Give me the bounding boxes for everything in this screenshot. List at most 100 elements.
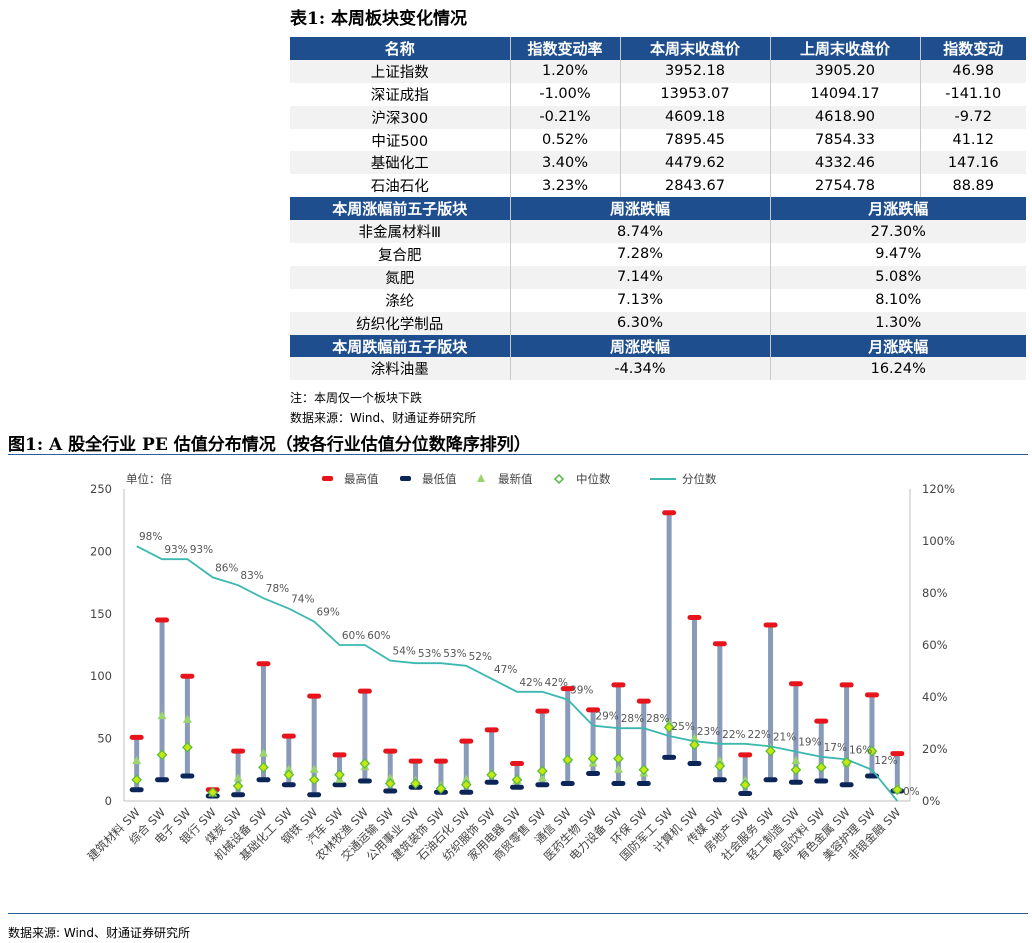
y-right-tick-label: 100% [922,534,955,548]
median-marker [258,761,269,773]
median-marker [790,764,802,776]
percentile-data-label: 52% [469,651,492,663]
max-marker [281,733,296,739]
min-marker [307,792,322,798]
percentile-data-label: 53% [418,648,441,660]
legend-label: 最低值 [422,472,457,486]
median-marker [207,786,219,798]
range-bar [565,688,571,784]
percentile-data-label: 12% [874,755,897,767]
percentile-data-label: 42% [519,677,542,689]
percentile-data-label: 39% [570,685,593,697]
range-bar [590,709,596,774]
table-cell: 14094.17 [770,82,921,106]
median-marker [308,774,320,786]
median-marker [460,779,472,791]
max-marker [712,641,727,647]
table-cell: 周涨跌幅 [510,334,771,358]
legend-latest-marker [477,474,485,482]
max-marker [307,693,322,699]
y-left-tick-label: 250 [90,482,112,496]
max-marker [129,734,144,740]
max-marker [788,681,803,687]
legend-max-marker [322,476,333,481]
latest-marker [132,756,142,765]
max-marker [763,622,778,628]
table-header-row: 名称 指数变动率 本周末收盘价 上周末收盘价 指数变动 [290,37,1026,60]
table-row: 涂料油墨 -4.34% 16.24% [290,357,1026,381]
median-marker [131,774,143,786]
latest-marker [258,748,268,757]
min-marker [231,792,246,798]
max-marker [180,673,195,679]
table-cell: 名称 [290,37,511,60]
median-marker [435,783,447,794]
percentile-data-label: 83% [240,570,263,582]
percentile-data-label: 17% [824,742,847,754]
table-cell: 2754.78 [770,174,921,198]
y-left-tick-label: 200 [90,544,112,558]
y-right-tick-label: 20% [922,742,948,756]
percentile-data-label: 22% [722,729,745,741]
median-marker [562,754,574,766]
table-cell: -0.21% [510,105,621,129]
max-marker [459,738,474,744]
min-marker [484,779,499,785]
percentile-data-label: 23% [697,726,720,738]
table-row: 上证指数 1.20% 3952.18 3905.20 46.98 [290,59,1026,83]
table-row: 基础化工 3.40% 4479.62 4332.46 147.16 [290,151,1026,175]
min-marker [738,791,753,797]
percentile-data-label: 98% [139,531,162,543]
percentile-data-label: 47% [494,664,517,676]
figure-source: 数据来源: Wind、财通证券研究所 [8,926,191,940]
max-marker [155,617,170,623]
unit-label: 单位：倍 [126,472,172,486]
range-bar [717,643,723,780]
min-marker [535,782,550,788]
legend-label: 最高值 [344,472,379,486]
table-cell: 9.47% [770,243,1026,266]
table-cell: 本周跌幅前五子版块 [290,334,511,358]
table-cell: 1.30% [770,311,1026,335]
min-marker [510,784,524,790]
table-cell: 沪深300 [290,105,511,129]
median-marker [765,745,776,757]
median-marker [714,760,726,772]
max-marker [636,698,651,704]
percentile-data-label: 25% [671,721,694,733]
percentile-data-label: 74% [291,594,314,606]
max-marker [332,752,347,758]
latest-marker [715,756,725,765]
table-cell: 指数变动率 [510,37,621,60]
table-cell: 4332.46 [770,151,921,175]
median-marker [283,769,295,781]
range-bar [615,684,621,784]
median-marker [689,739,700,751]
median-marker [182,741,193,753]
max-marker [864,692,879,698]
latest-marker [791,756,801,765]
range-bar [362,691,368,782]
table-source: 数据来源：Wind、财通证券研究所 [290,411,477,425]
table-cell: 涤纶 [290,288,511,312]
table-cell: 46.98 [920,59,1026,83]
table-cell: 复合肥 [290,243,511,266]
table-row: 涤纶 7.13% 8.10% [290,288,1026,312]
max-marker [357,688,372,694]
y-right-tick-label: 120% [922,482,955,496]
median-marker [537,765,548,777]
max-marker [433,758,448,764]
table-title: 表1: 本周板块变化情况 [290,9,468,29]
table-cell: -4.34% [510,357,771,381]
table-header-row: 本周跌幅前五子版块 周涨跌幅 月涨跌幅 [290,334,1026,358]
max-marker [408,758,423,764]
percentile-data-label: 93% [164,544,187,556]
median-marker [232,780,244,792]
table-cell: 2843.67 [620,174,771,198]
range-bar [489,729,495,783]
latest-marker [233,773,243,782]
range-bar [844,684,850,785]
range-bar [641,701,647,784]
table-cell: 7.28% [510,243,771,266]
max-marker [611,682,626,688]
